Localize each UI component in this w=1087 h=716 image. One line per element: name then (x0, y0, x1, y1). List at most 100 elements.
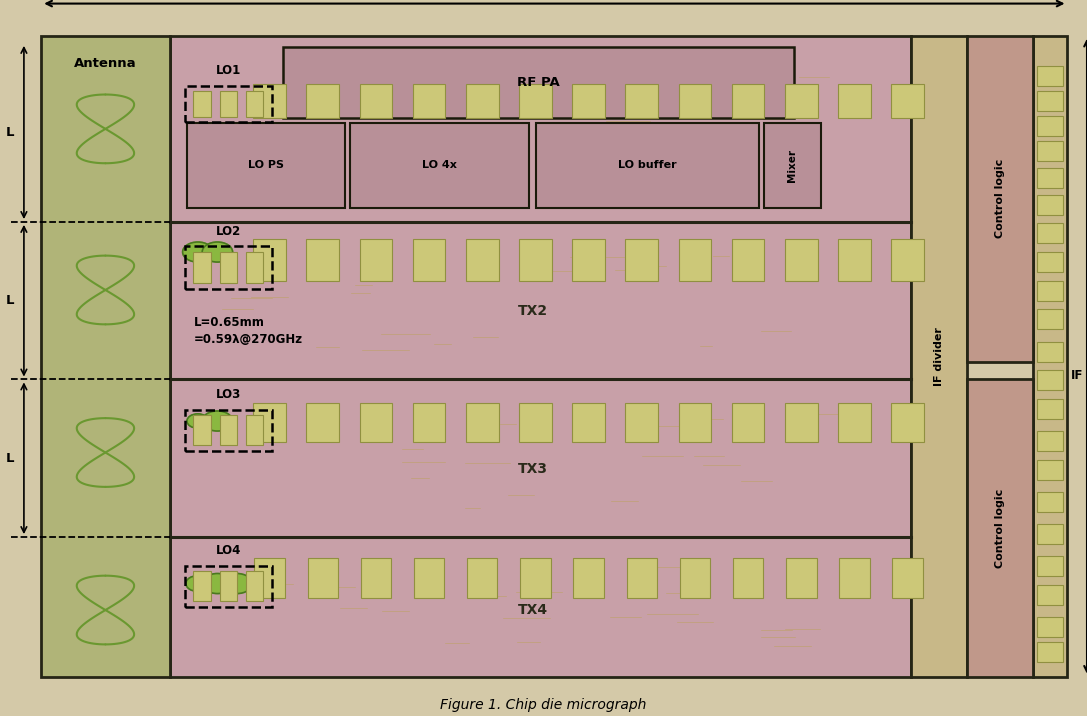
Bar (254, 558, 285, 598)
Circle shape (186, 576, 210, 591)
Text: L: L (5, 452, 14, 465)
Bar (360, 403, 392, 442)
Text: LO1: LO1 (215, 64, 241, 77)
Bar (678, 239, 711, 281)
Bar (838, 239, 871, 281)
Bar (732, 239, 764, 281)
Bar (625, 239, 658, 281)
Bar (679, 558, 710, 598)
Text: LO PS: LO PS (248, 160, 284, 170)
Bar (467, 558, 498, 598)
Bar (220, 252, 237, 284)
Bar (170, 36, 911, 677)
Bar (253, 239, 286, 281)
Bar (520, 84, 552, 118)
Bar (253, 84, 286, 118)
Bar (839, 558, 870, 598)
Bar (307, 239, 339, 281)
Circle shape (187, 414, 209, 428)
Text: TX4: TX4 (517, 603, 548, 617)
Bar (520, 239, 552, 281)
Bar (413, 403, 446, 442)
Bar (1037, 342, 1063, 362)
Bar (891, 239, 924, 281)
Text: TX2: TX2 (517, 304, 548, 319)
Bar (307, 403, 339, 442)
Text: LO2: LO2 (215, 225, 241, 238)
Bar (246, 91, 263, 117)
Text: Antenna: Antenna (74, 57, 137, 69)
Bar (1037, 66, 1063, 86)
Bar (220, 571, 237, 601)
Bar (1037, 223, 1063, 243)
Bar (678, 84, 711, 118)
Bar (536, 123, 759, 208)
Bar (625, 84, 658, 118)
Bar (193, 91, 211, 117)
Text: LO 4x: LO 4x (422, 160, 458, 170)
Circle shape (202, 242, 233, 262)
Bar (967, 36, 1033, 362)
Text: Mixer: Mixer (787, 149, 798, 182)
Bar (246, 571, 263, 601)
Text: LO buffer: LO buffer (619, 160, 676, 170)
Bar (350, 123, 529, 208)
Bar (413, 239, 446, 281)
Bar (283, 47, 794, 118)
Bar (1037, 195, 1063, 215)
Bar (1037, 168, 1063, 188)
Bar (892, 558, 923, 598)
Bar (786, 558, 816, 598)
Text: L=0.65mm
=0.59λ@270GHz: L=0.65mm =0.59λ@270GHz (193, 316, 302, 346)
Text: LO4: LO4 (215, 544, 241, 557)
Bar (41, 36, 170, 677)
Bar (1037, 399, 1063, 419)
Bar (1037, 524, 1063, 544)
Bar (466, 403, 499, 442)
Bar (1037, 281, 1063, 301)
Bar (520, 403, 552, 442)
Bar (414, 558, 445, 598)
Bar (308, 558, 338, 598)
Circle shape (202, 574, 233, 594)
Bar (360, 239, 392, 281)
Bar (1037, 617, 1063, 637)
Bar (185, 566, 272, 607)
Bar (466, 84, 499, 118)
Bar (764, 123, 821, 208)
Bar (220, 415, 237, 445)
Circle shape (222, 574, 252, 594)
Text: IF divider: IF divider (934, 326, 945, 386)
Bar (732, 403, 764, 442)
Bar (891, 84, 924, 118)
Bar (1037, 431, 1063, 451)
Bar (732, 84, 764, 118)
Text: IF: IF (1071, 369, 1083, 382)
Bar (185, 86, 272, 122)
Bar (361, 558, 391, 598)
Bar (838, 84, 871, 118)
Bar (838, 403, 871, 442)
Bar (626, 558, 657, 598)
Bar (1033, 36, 1067, 677)
Bar (1037, 141, 1063, 161)
Bar (891, 403, 924, 442)
Bar (246, 252, 263, 284)
Text: L: L (5, 294, 14, 307)
Bar (625, 403, 658, 442)
Bar (1037, 116, 1063, 136)
Bar (521, 558, 551, 598)
Text: RF PA: RF PA (516, 76, 560, 89)
Bar (1037, 370, 1063, 390)
Bar (185, 246, 272, 289)
Bar (193, 571, 211, 601)
Bar (1037, 585, 1063, 605)
Text: Figure 1. Chip die micrograph: Figure 1. Chip die micrograph (440, 698, 647, 712)
Circle shape (183, 242, 213, 262)
Bar (1037, 91, 1063, 111)
Bar (1037, 252, 1063, 272)
Bar (413, 84, 446, 118)
Text: Control logic: Control logic (995, 488, 1005, 568)
Bar (307, 84, 339, 118)
Circle shape (202, 411, 233, 431)
